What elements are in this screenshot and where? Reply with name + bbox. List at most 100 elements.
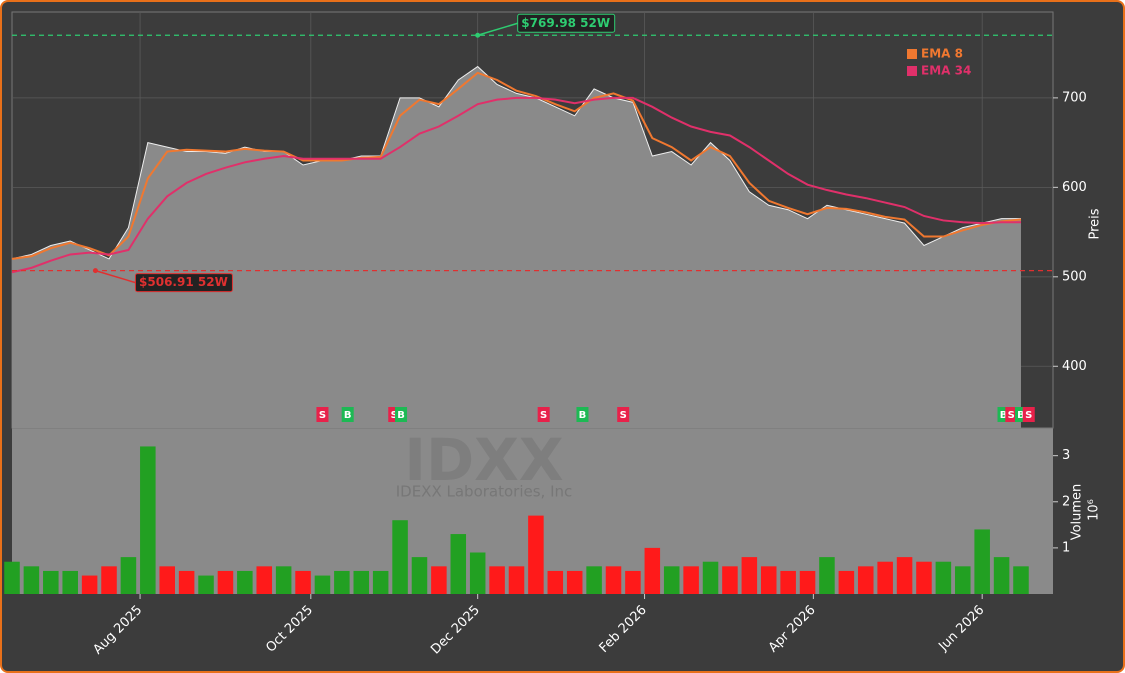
volume-bar	[974, 529, 990, 594]
y-tick-label: 600	[1062, 180, 1087, 195]
x-tick-label: Dec 2025	[428, 603, 483, 658]
volume-bar	[353, 570, 370, 594]
volume-bar	[566, 570, 583, 594]
volume-bar	[140, 446, 156, 594]
volume-bar	[23, 566, 40, 594]
volume-bar	[81, 575, 98, 594]
volume-bar	[955, 566, 971, 594]
volume-bar	[877, 561, 893, 594]
watermark-ticker: IDXX	[404, 426, 563, 494]
y2-tick-label: 2	[1062, 494, 1070, 509]
x-tick-label: Jun 2026	[935, 603, 987, 655]
volume-bar	[411, 557, 428, 594]
ema-line	[11, 71, 1022, 260]
signal-marker	[341, 407, 354, 422]
annotation-arrow	[477, 22, 518, 36]
annotation-point	[92, 268, 98, 274]
watermark-company: IDEXX Laboratories, Inc	[396, 483, 573, 501]
volume-bar	[741, 557, 758, 594]
signal-label: B	[397, 410, 405, 421]
annotation-box	[134, 273, 233, 293]
signal-label: S	[620, 410, 627, 421]
volume-bar	[295, 570, 311, 594]
volume-bar	[586, 566, 602, 594]
volume-bar	[275, 566, 292, 594]
legend-label: EMA 34	[921, 64, 971, 78]
x-tick-label: Apr 2026	[766, 603, 819, 656]
volume-bar	[528, 515, 544, 594]
y2-axis-unit: 10⁶	[1087, 499, 1102, 521]
signal-label: B	[1017, 410, 1025, 421]
legend-swatch	[907, 49, 917, 59]
legend-swatch	[907, 66, 917, 76]
y2-axis-title: Volumen	[1070, 484, 1085, 541]
volume-bar	[799, 570, 816, 594]
x-tick-label: Oct 2025	[263, 603, 316, 656]
volume-bar	[431, 566, 447, 594]
volume-bar	[101, 566, 117, 594]
y2-tick-label: 1	[1062, 540, 1070, 555]
x-tick-label: Feb 2026	[597, 603, 650, 656]
volume-bar	[605, 566, 622, 594]
signal-label: S	[391, 410, 398, 421]
volume-bar	[1013, 566, 1029, 594]
signal-marker	[395, 407, 408, 422]
volume-bar	[392, 520, 408, 594]
volume-bar	[489, 566, 505, 594]
y-tick-label: 400	[1062, 359, 1087, 374]
volume-bar	[896, 557, 913, 594]
annotation-box	[517, 13, 616, 33]
volume-bar	[819, 557, 835, 594]
y-tick-label: 700	[1062, 90, 1087, 105]
volume-bar	[217, 570, 234, 594]
volume-bar	[4, 561, 20, 594]
y-tick-label: 500	[1062, 269, 1087, 284]
volume-bar	[159, 566, 175, 594]
volume-bar	[683, 566, 699, 594]
volume-bar	[178, 570, 195, 594]
volume-bar	[334, 570, 350, 594]
volume-bar	[722, 566, 738, 594]
signal-marker	[1005, 407, 1018, 422]
signal-marker	[1022, 407, 1035, 422]
volume-bar	[256, 566, 273, 594]
volume-bar	[760, 566, 777, 594]
ema-line	[11, 96, 1021, 274]
signal-label: S	[540, 410, 547, 421]
volume-bar	[508, 566, 525, 594]
volume-bar	[993, 557, 1010, 594]
volume-bar	[237, 570, 253, 594]
legend-label: EMA 8	[921, 47, 963, 61]
signal-label: S	[1008, 410, 1015, 421]
volume-bar	[372, 570, 389, 594]
signal-label: S	[319, 410, 326, 421]
volume-bar	[547, 570, 564, 594]
volume-bar	[857, 566, 874, 594]
volume-bar	[469, 552, 486, 594]
volume-bar	[644, 547, 661, 594]
signal-marker	[316, 407, 329, 422]
x-tick-label: Aug 2025	[90, 603, 145, 658]
signal-label: B	[579, 410, 587, 421]
volume-bar	[43, 570, 59, 594]
volume-bar	[62, 570, 78, 594]
annotation-label: $769.98 52W	[521, 16, 610, 30]
volume-bar	[198, 575, 214, 594]
volume-bar	[120, 557, 137, 594]
volume-bar	[916, 561, 932, 594]
signal-marker	[576, 407, 589, 422]
signal-label: S	[1025, 410, 1032, 421]
signal-label: B	[1000, 410, 1008, 421]
price-area	[12, 66, 1021, 428]
y-axis-title: Preis	[1088, 208, 1103, 239]
volume-bar	[314, 575, 331, 594]
annotation-arrow	[95, 269, 136, 284]
volume-bar	[663, 566, 680, 594]
signal-marker	[537, 407, 550, 422]
volume-bar	[780, 570, 796, 594]
annotation-label: $506.91 52W	[139, 275, 228, 289]
volume-bar	[838, 570, 855, 594]
volume-bar	[450, 534, 467, 594]
